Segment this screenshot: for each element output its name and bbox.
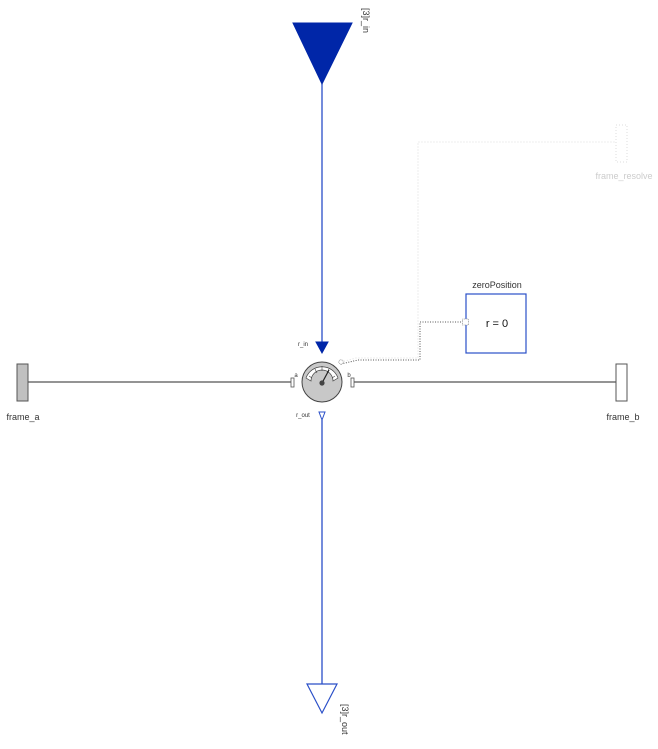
r-in-input-triangle-icon[interactable] xyxy=(292,22,353,86)
gauge-tick-5 xyxy=(331,375,336,379)
connection-zero-position[interactable] xyxy=(340,321,465,365)
sensor-r-out-label: r_out xyxy=(296,413,310,419)
zero-position-block[interactable]: zeroPosition r = 0 xyxy=(462,280,527,354)
sensor-port-a-icon[interactable] xyxy=(290,377,295,388)
r-out-output-triangle-icon[interactable] xyxy=(306,683,338,715)
zero-position-port-icon[interactable] xyxy=(462,318,469,326)
gauge-tick-1 xyxy=(308,375,313,379)
zero-position-value: r = 0 xyxy=(486,318,508,330)
sensor-r-out-port-icon[interactable] xyxy=(318,411,326,422)
frame-a-connector-icon[interactable] xyxy=(16,363,29,402)
frame-b-label: frame_b xyxy=(606,412,639,422)
relative-position-sensor[interactable] xyxy=(301,359,344,403)
r-in-top-label: [3]r_in xyxy=(361,8,371,33)
sensor-r-in-port-icon[interactable] xyxy=(315,341,329,355)
sensor-port-b-icon[interactable] xyxy=(350,377,355,388)
frame-resolve-connector-icon[interactable] xyxy=(615,124,628,163)
zero-position-title: zeroPosition xyxy=(472,280,522,290)
frame-b-connector-icon[interactable] xyxy=(615,363,628,402)
sensor-r-in-label: r_in xyxy=(298,342,308,348)
frame-a-label: frame_a xyxy=(6,412,39,422)
r-out-bottom-label: [3]r_out xyxy=(340,704,350,735)
sensor-port-a-label: a xyxy=(294,373,298,379)
frame-resolve-label: frame_resolve xyxy=(595,171,652,181)
sensor-port-b-label: b xyxy=(347,373,351,379)
sensor-resolve-port-icon[interactable] xyxy=(338,359,344,365)
gauge-hub xyxy=(319,380,325,386)
gauge-icon xyxy=(305,366,339,382)
gauge-tick-2 xyxy=(314,368,318,374)
